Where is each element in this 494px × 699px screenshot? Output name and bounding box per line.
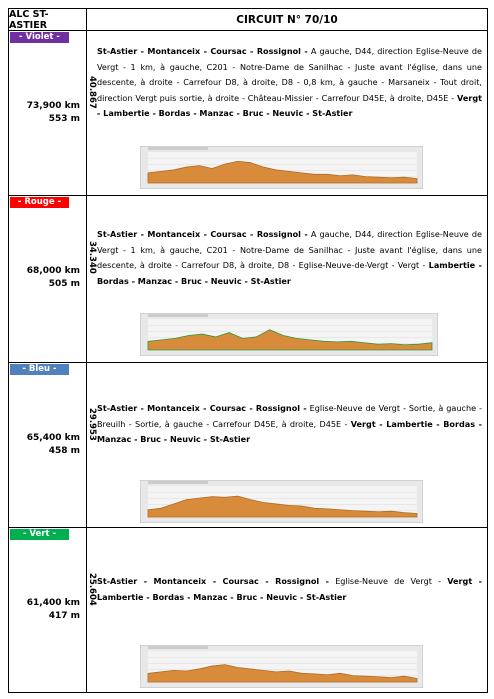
elevation-profile (140, 146, 423, 189)
route-segment: A gauche, D44, direction Eglise-Neuve de… (97, 229, 483, 270)
club-name: ALC ST-ASTIER (8, 8, 87, 31)
profile-part (147, 495, 418, 518)
elevation: 458 m (48, 446, 80, 456)
profile-part (147, 160, 418, 184)
route-segment: Lambertie - Bordas - Manzac - Bruc - Neu… (97, 260, 483, 286)
distance: 68,000 km (26, 266, 80, 276)
route-segment: Eglise-Neuve de Vergt - (335, 576, 442, 586)
route-code: 25.604 (87, 573, 97, 606)
route-text: St-Astier - Montanceix - Coursac - Rossi… (97, 44, 482, 122)
elevation-profile (140, 313, 438, 356)
profile-part (147, 664, 418, 683)
route-code: 29.953 (87, 408, 97, 441)
color-label: - Bleu - (10, 364, 69, 375)
color-label: - Rouge - (10, 197, 69, 208)
elevation: 505 m (48, 279, 80, 289)
profile-part (148, 646, 208, 649)
route-segment: Vergt - Lambertie - Bordas - Manzac - Br… (97, 418, 482, 445)
elevation: 553 m (48, 114, 80, 124)
route-text: St-Astier - Montanceix - Coursac - Rossi… (97, 574, 482, 605)
elevation: 417 m (48, 611, 80, 621)
elevation-profile (140, 645, 423, 688)
route-segment: Vergt - Lambertie - Bordas - Manzac - Br… (97, 576, 482, 602)
distance: 73,900 km (26, 101, 80, 111)
profile-part (148, 147, 208, 150)
route-segment: St-Astier - Montanceix - Coursac - Rossi… (97, 229, 308, 239)
circuit-title: CIRCUIT N° 70/10 (86, 8, 488, 31)
elevation-profile (140, 480, 423, 523)
route-text: St-Astier - Montanceix - Coursac - Rossi… (97, 227, 482, 289)
route-text: St-Astier - Montanceix - Coursac - Rossi… (97, 401, 482, 448)
color-label: - Violet - (10, 32, 69, 43)
right-cell (86, 527, 488, 693)
profile-part (148, 314, 208, 317)
profile-part (148, 481, 208, 484)
distance: 65,400 km (26, 433, 80, 443)
route-segment: Vergt - Lambertie - Bordas - Manzac - Br… (97, 92, 482, 119)
route-segment: A gauche, D44, direction Eglise-Neuve de… (97, 46, 483, 103)
route-code: 34.340 (87, 241, 97, 274)
route-code: 40.867 (87, 76, 97, 109)
color-label: - Vert - (10, 529, 69, 540)
route-segment: St-Astier - Montanceix - Coursac - Rossi… (97, 576, 329, 586)
profile-part (147, 329, 433, 351)
route-segment: St-Astier - Montanceix - Coursac - Rossi… (97, 403, 307, 413)
distance: 61,400 km (26, 598, 80, 608)
route-segment: St-Astier - Montanceix - Coursac - Rossi… (97, 46, 308, 56)
route-segment: Eglise-Neuve de Vergt - Sortie, à gauche… (97, 403, 483, 429)
